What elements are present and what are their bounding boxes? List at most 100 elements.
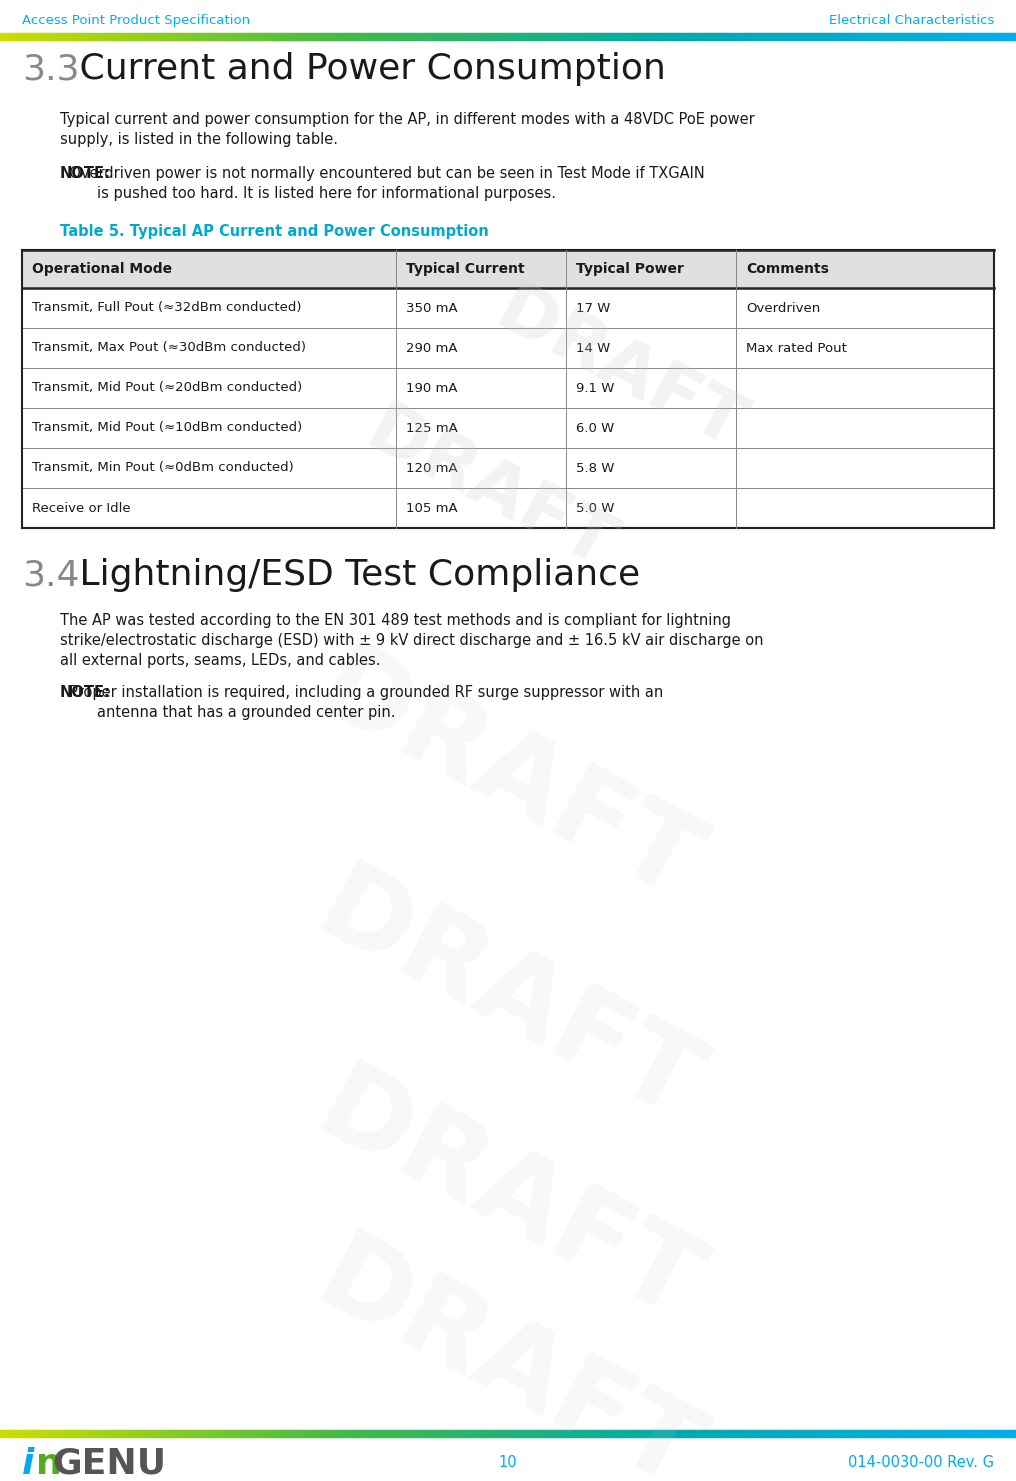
Bar [1014, 1431, 1016, 1437]
Bar [378, 1431, 381, 1437]
Bar [930, 1431, 933, 1437]
Bar [83, 1431, 86, 1437]
Bar [345, 33, 348, 40]
Bar [234, 1431, 237, 1437]
Bar [401, 1431, 404, 1437]
Bar [340, 1431, 343, 1437]
Bar [821, 1431, 823, 1437]
Bar [333, 1431, 335, 1437]
Bar [713, 1431, 716, 1437]
Bar [236, 1431, 239, 1437]
Bar [699, 1431, 701, 1437]
Bar [33, 1431, 36, 1437]
Text: Electrical Characteristics: Electrical Characteristics [829, 13, 994, 27]
Bar [894, 33, 897, 40]
Bar [462, 33, 465, 40]
Bar [983, 1431, 986, 1437]
Bar [122, 33, 125, 40]
Bar [249, 1431, 252, 1437]
Bar [676, 33, 679, 40]
Bar [711, 33, 714, 40]
Bar [906, 33, 909, 40]
Bar [679, 33, 681, 40]
Bar [415, 33, 417, 40]
Bar [605, 33, 608, 40]
Bar [652, 1431, 655, 1437]
Bar [381, 33, 384, 40]
Bar [713, 33, 716, 40]
Bar [132, 1431, 135, 1437]
Bar [861, 33, 864, 40]
Bar [366, 33, 369, 40]
Bar [589, 33, 592, 40]
Bar [579, 33, 582, 40]
Bar [0, 1431, 3, 1437]
Bar [445, 1431, 447, 1437]
Bar [808, 33, 811, 40]
Bar [293, 1431, 295, 1437]
Bar [872, 1431, 874, 1437]
Bar [66, 33, 69, 40]
Bar [284, 33, 288, 40]
Bar [33, 33, 36, 40]
Bar [732, 33, 735, 40]
Bar [435, 33, 437, 40]
Bar [102, 33, 105, 40]
Bar [711, 1431, 714, 1437]
Text: Transmit, Mid Pout (≈20dBm conducted): Transmit, Mid Pout (≈20dBm conducted) [31, 382, 302, 394]
Bar [742, 1431, 745, 1437]
Bar [22, 33, 25, 40]
Bar [307, 1431, 310, 1437]
Bar [71, 1431, 74, 1437]
Bar [833, 1431, 836, 1437]
Bar [831, 33, 833, 40]
Bar [747, 33, 750, 40]
Bar [645, 33, 648, 40]
Bar [795, 1431, 798, 1437]
Bar [500, 1431, 503, 1437]
Bar [252, 1431, 254, 1437]
Bar [970, 1431, 973, 1437]
Bar [615, 1431, 618, 1437]
Bar [51, 33, 54, 40]
Bar [178, 1431, 181, 1437]
Bar [640, 33, 643, 40]
Bar [1003, 33, 1006, 40]
Bar [73, 33, 76, 40]
Bar [963, 33, 965, 40]
Bar [276, 1431, 279, 1437]
Bar [320, 1431, 323, 1437]
Bar [22, 1431, 25, 1437]
Bar [635, 33, 638, 40]
Bar [61, 1431, 64, 1437]
Bar [61, 33, 64, 40]
Bar [28, 1431, 30, 1437]
Bar [719, 33, 721, 40]
Bar [734, 33, 737, 40]
Bar [801, 1431, 803, 1437]
Bar [347, 1431, 351, 1437]
Bar [244, 33, 247, 40]
Bar [835, 33, 838, 40]
Bar [709, 1431, 711, 1437]
Bar [917, 33, 919, 40]
Bar [957, 1431, 960, 1437]
Bar [752, 1431, 755, 1437]
Bar [83, 33, 86, 40]
Bar [54, 1431, 56, 1437]
Bar [406, 1431, 409, 1437]
Bar [801, 33, 803, 40]
Bar [107, 33, 110, 40]
Bar [488, 1431, 491, 1437]
Bar [757, 1431, 760, 1437]
Bar [139, 33, 142, 40]
Bar [43, 33, 46, 40]
Bar [747, 1431, 750, 1437]
Bar [93, 1431, 97, 1437]
Text: Current and Power Consumption: Current and Power Consumption [68, 52, 665, 86]
Bar [165, 33, 168, 40]
Bar [464, 1431, 467, 1437]
Bar [734, 1431, 737, 1437]
Bar [784, 1431, 787, 1437]
Text: Transmit, Min Pout (≈0dBm conducted): Transmit, Min Pout (≈0dBm conducted) [31, 462, 294, 474]
